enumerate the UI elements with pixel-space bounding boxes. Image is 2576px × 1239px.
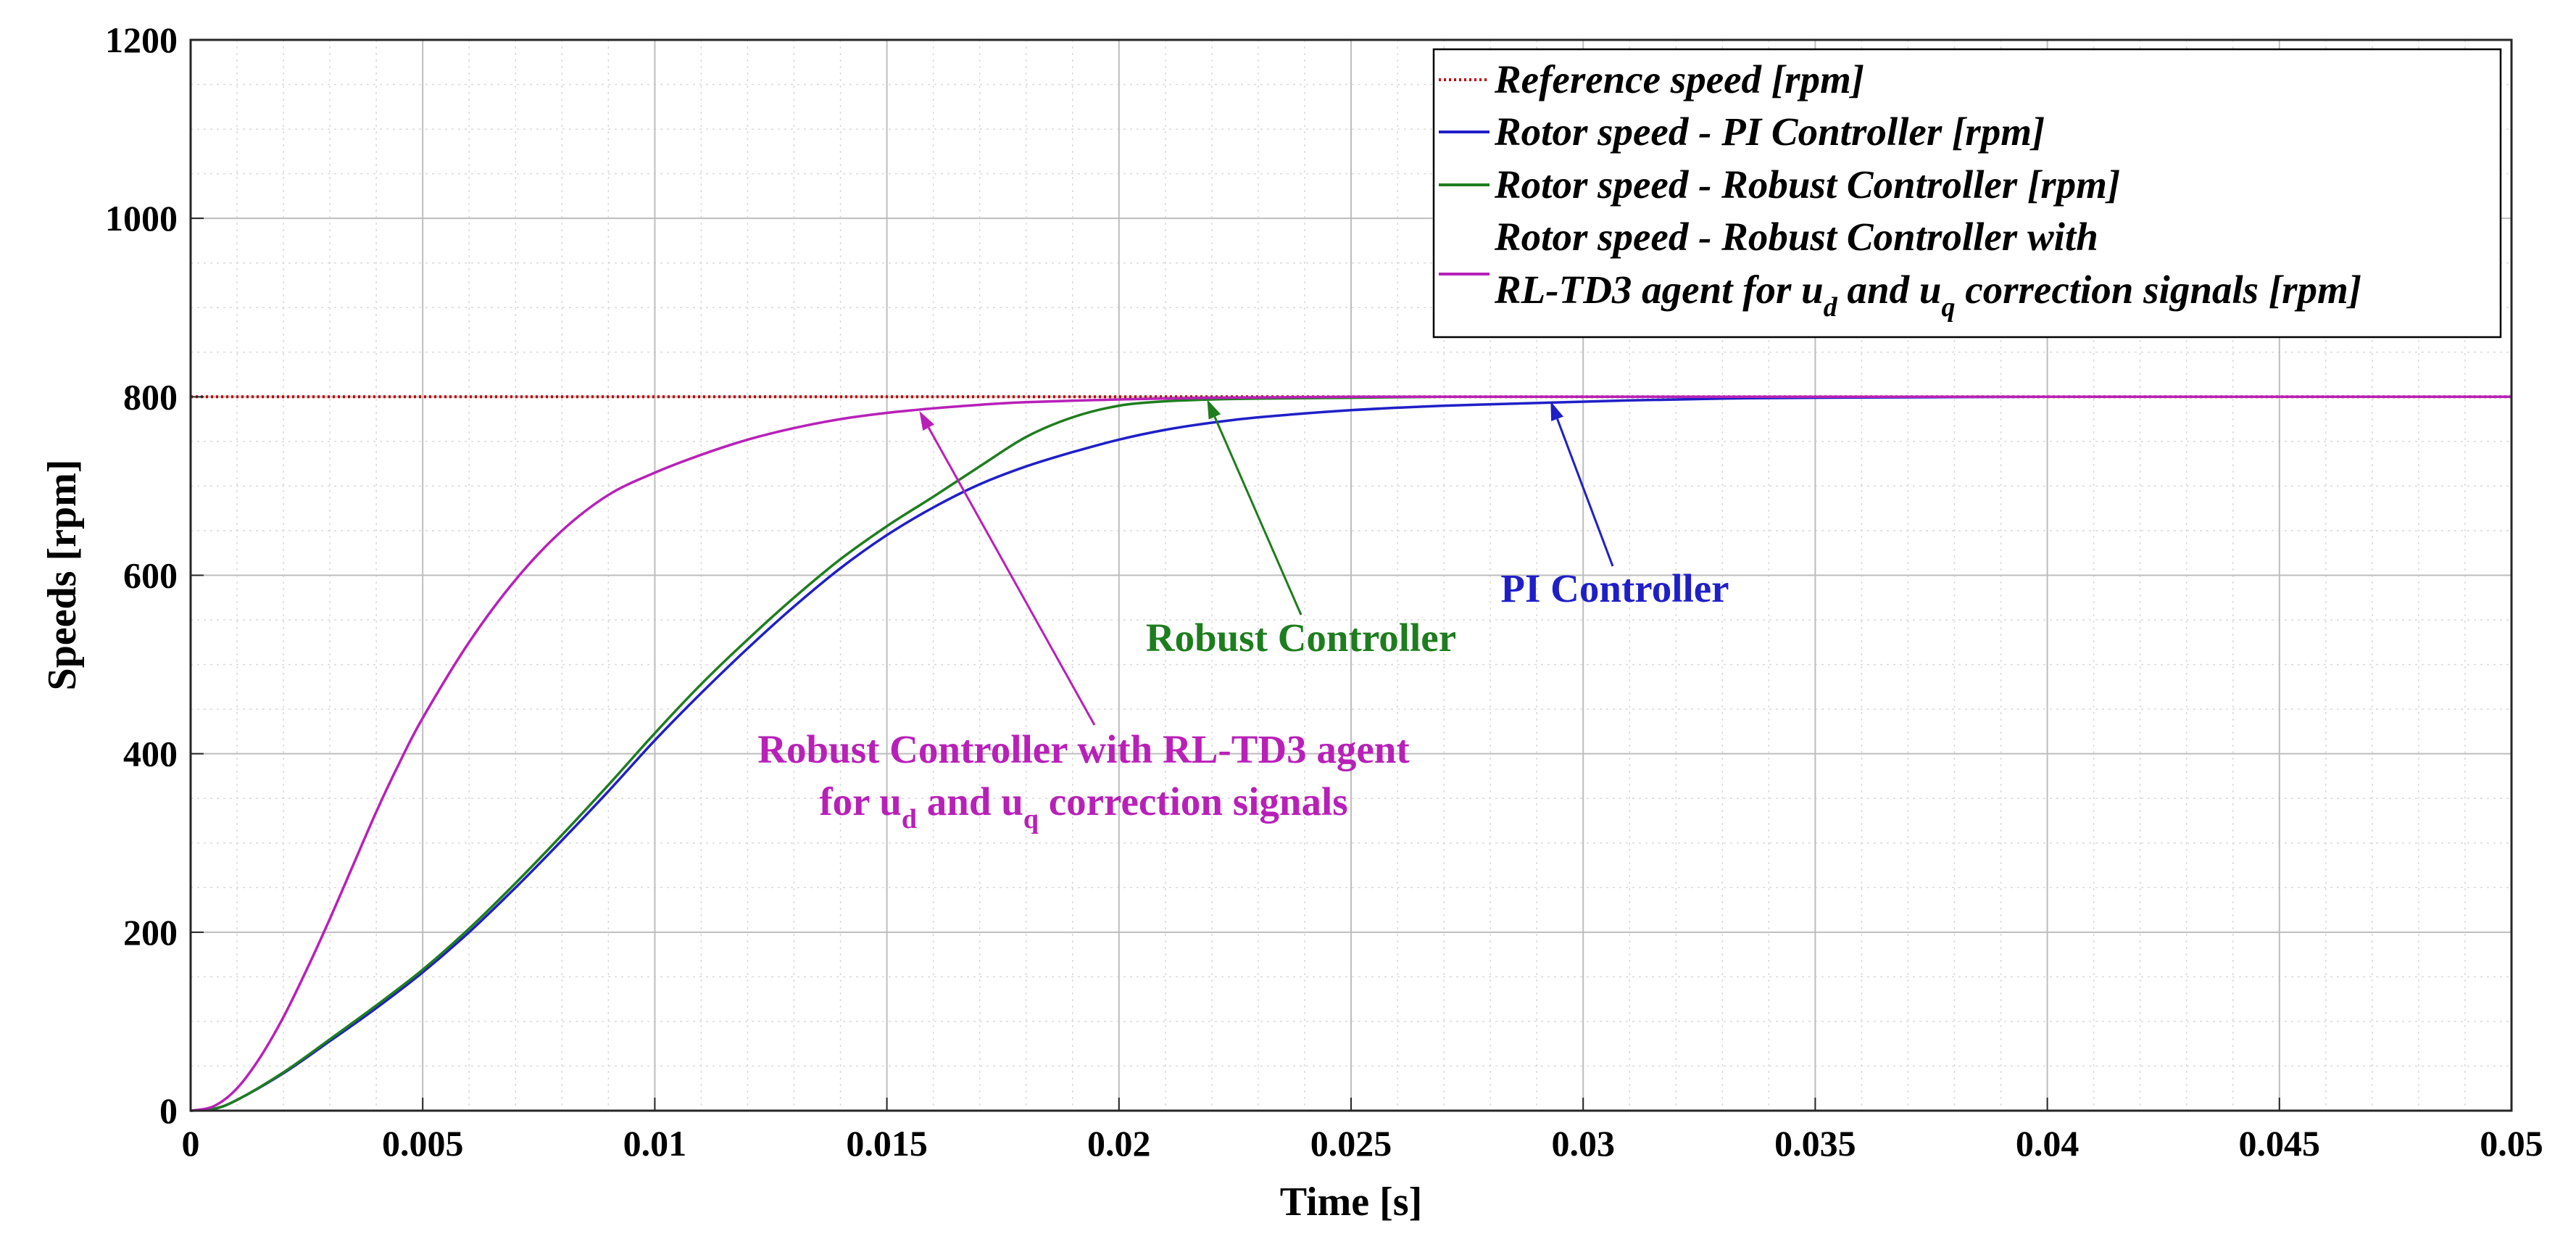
legend-box	[1432, 48, 2502, 339]
y-tick-label: 1000	[105, 198, 178, 239]
legend-label-ref: Reference speed [rpm]	[1494, 57, 1864, 101]
annotation-pi-arrowhead	[1550, 401, 1563, 421]
x-tick-label: 0.04	[2016, 1123, 2080, 1164]
series-pi	[190, 395, 2511, 1112]
y-axis-label: Speeds [rpm]	[40, 460, 85, 691]
series-layer	[190, 395, 2511, 1112]
y-tick-label: 400	[123, 734, 178, 774]
y-tick-label: 600	[123, 555, 178, 596]
annotation-rl-label-line1: Robust Controller with RL-TD3 agent	[757, 727, 1410, 771]
y-tick-label: 800	[123, 376, 178, 417]
y-tick-labels: 0 200 400 600 800 1000 1200	[105, 20, 204, 1131]
annotation-robust: Robust Controller	[1146, 399, 1456, 660]
x-tick-label: 0.025	[1310, 1123, 1392, 1164]
annotation-rl: Robust Controller with RL-TD3 agent for …	[757, 411, 1410, 834]
annotation-rl-label-line2: for ud and uq correction signals	[819, 779, 1347, 834]
legend-label-pi: Rotor speed - PI Controller [rpm]	[1494, 109, 2045, 154]
legend-label-rl-line1: Rotor speed - Robust Controller with	[1494, 215, 2098, 259]
x-tick-label: 0.01	[623, 1123, 687, 1164]
x-tick-labels: 0 0.005 0.01 0.015 0.02 0.025 0.03 0.035 0.04 0.0…	[182, 1098, 2543, 1164]
x-tick-label: 0.05	[2480, 1123, 2543, 1164]
y-tick-label: 1200	[105, 20, 178, 60]
series-rl-td3	[190, 395, 2511, 1112]
annotation-robust-label: Robust Controller	[1146, 616, 1456, 660]
x-tick-label: 0	[182, 1123, 200, 1164]
annotation-pi-arrow	[1556, 418, 1614, 567]
x-tick-label: 0.045	[2239, 1123, 2321, 1164]
annotation-pi-label: PI Controller	[1500, 566, 1729, 610]
x-tick-label: 0.02	[1087, 1123, 1151, 1164]
legend-label-rl-line2: RL-TD3 agent for ud and uq correction si…	[1494, 268, 2361, 323]
annotation-robust-arrow	[1213, 416, 1302, 616]
y-tick-label: 200	[123, 912, 178, 953]
annotation-pi: PI Controller	[1500, 401, 1729, 610]
legend-label-robust: Rotor speed - Robust Controller [rpm]	[1494, 162, 2120, 207]
x-tick-label: 0.03	[1551, 1123, 1615, 1164]
x-tick-label: 0.005	[382, 1123, 464, 1164]
y-tick-label: 0	[159, 1090, 178, 1131]
annotation-rl-arrow	[927, 427, 1096, 726]
x-tick-label: 0.035	[1774, 1123, 1856, 1164]
x-tick-label: 0.015	[846, 1123, 928, 1164]
x-axis-label: Time [s]	[1280, 1180, 1423, 1225]
annotation-rl-arrowhead	[919, 411, 934, 431]
legend: Reference speed [rpm] Rotor speed - PI C…	[1432, 48, 2502, 339]
annotation-robust-arrowhead	[1207, 399, 1221, 420]
